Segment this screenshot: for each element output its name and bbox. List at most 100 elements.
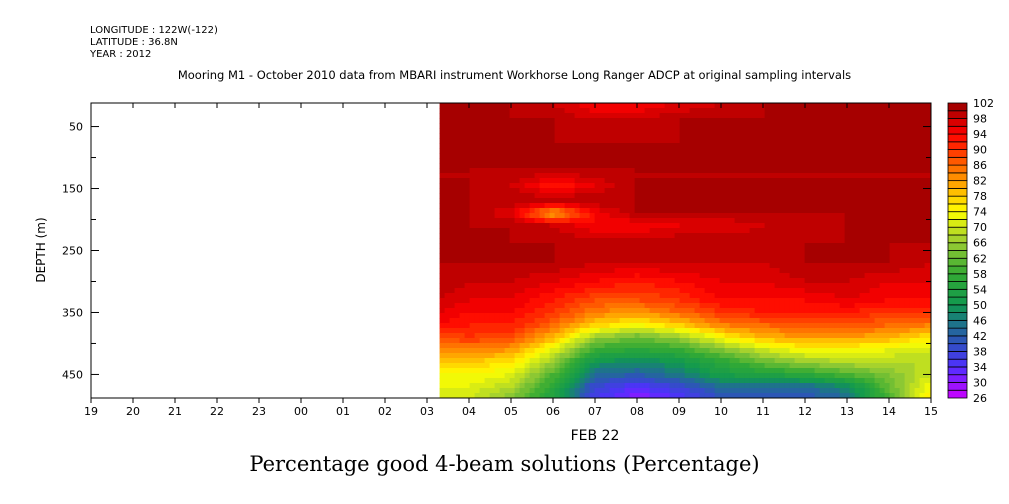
heatmap-cell xyxy=(674,118,681,124)
heatmap-cell xyxy=(609,203,616,209)
heatmap-cell xyxy=(839,183,846,189)
heatmap-cell xyxy=(479,158,486,164)
heatmap-cell xyxy=(839,318,846,324)
heatmap-cell xyxy=(774,233,781,239)
heatmap-cell xyxy=(714,138,721,144)
heatmap-cell xyxy=(879,178,886,184)
heatmap-cell xyxy=(709,348,716,354)
heatmap-cell xyxy=(514,293,521,299)
heatmap-cell xyxy=(794,288,801,294)
heatmap-cell xyxy=(879,103,886,109)
heatmap-cell xyxy=(574,223,581,229)
heatmap-cell xyxy=(464,283,471,289)
heatmap-cell xyxy=(784,153,791,159)
heatmap-cell xyxy=(464,168,471,174)
heatmap-cell xyxy=(514,303,521,309)
heatmap-cell xyxy=(774,203,781,209)
heatmap-cell xyxy=(824,198,831,204)
heatmap-cell xyxy=(734,138,741,144)
heatmap-cell xyxy=(619,303,626,309)
heatmap-cell xyxy=(509,323,516,329)
heatmap-cell xyxy=(789,243,796,249)
heatmap-cell xyxy=(459,353,466,359)
heatmap-cell xyxy=(604,318,611,324)
heatmap-cell xyxy=(804,138,811,144)
heatmap-cell xyxy=(574,148,581,154)
heatmap-cell xyxy=(864,268,871,274)
heatmap-cell xyxy=(609,248,616,254)
heatmap-cell xyxy=(764,223,771,229)
heatmap-cell xyxy=(749,213,756,219)
heatmap-cell xyxy=(464,273,471,279)
heatmap-cell xyxy=(499,133,506,139)
heatmap-cell xyxy=(729,158,736,164)
heatmap-cell xyxy=(609,213,616,219)
heatmap-cell xyxy=(499,203,506,209)
heatmap-cell xyxy=(499,323,506,329)
heatmap-cell xyxy=(469,133,476,139)
heatmap-cell xyxy=(714,118,721,124)
heatmap-cell xyxy=(919,348,926,354)
heatmap-cell xyxy=(594,148,601,154)
heatmap-cell xyxy=(479,148,486,154)
heatmap-cell xyxy=(599,163,606,169)
heatmap-cell xyxy=(549,278,556,284)
heatmap-cell xyxy=(889,248,896,254)
heatmap-cell xyxy=(604,253,611,259)
heatmap-cell xyxy=(689,348,696,354)
heatmap-cell xyxy=(869,208,876,214)
heatmap-cell xyxy=(789,153,796,159)
heatmap-cell xyxy=(444,328,451,334)
heatmap-cell xyxy=(734,248,741,254)
heatmap-cell xyxy=(539,253,546,259)
heatmap-cell xyxy=(569,118,576,124)
heatmap-cell xyxy=(589,103,596,109)
heatmap-cell xyxy=(674,138,681,144)
heatmap-cell xyxy=(919,203,926,209)
heatmap-cell xyxy=(569,168,576,174)
heatmap-cell xyxy=(539,198,546,204)
heatmap-cell xyxy=(644,253,651,259)
heatmap-cell xyxy=(829,273,836,279)
heatmap-cell xyxy=(584,113,591,119)
heatmap-cell xyxy=(914,193,921,199)
heatmap-cell xyxy=(439,143,446,149)
heatmap-cell xyxy=(854,148,861,154)
heatmap-cell xyxy=(459,238,466,244)
heatmap-cell xyxy=(509,158,516,164)
heatmap-cell xyxy=(459,263,466,269)
heatmap-cell xyxy=(499,208,506,214)
heatmap-cell xyxy=(544,108,551,114)
heatmap-cell xyxy=(854,113,861,119)
heatmap-cell xyxy=(709,163,716,169)
heatmap-cell xyxy=(849,313,856,319)
heatmap-cell xyxy=(599,138,606,144)
heatmap-cell xyxy=(754,273,761,279)
heatmap-cell xyxy=(909,323,916,329)
heatmap-cell xyxy=(489,148,496,154)
heatmap-cell xyxy=(759,233,766,239)
heatmap-cell xyxy=(469,248,476,254)
heatmap-cell xyxy=(519,213,526,219)
heatmap-cell xyxy=(884,178,891,184)
heatmap-cell xyxy=(754,198,761,204)
heatmap-cell xyxy=(629,163,636,169)
heatmap-cell xyxy=(879,183,886,189)
heatmap-cell xyxy=(739,148,746,154)
heatmap-cell xyxy=(864,198,871,204)
heatmap-cell xyxy=(439,318,446,324)
heatmap-cell xyxy=(749,168,756,174)
heatmap-cell xyxy=(584,288,591,294)
heatmap-cell xyxy=(774,153,781,159)
heatmap-cell xyxy=(474,258,481,264)
heatmap-cell xyxy=(624,323,631,329)
heatmap-cell xyxy=(809,128,816,134)
heatmap-cell xyxy=(734,173,741,179)
heatmap-cell xyxy=(834,223,841,229)
heatmap-cell xyxy=(564,118,571,124)
heatmap-cell xyxy=(699,158,706,164)
heatmap-cell xyxy=(449,128,456,134)
longitude-label: LONGITUDE : 122W(-122) xyxy=(90,25,218,36)
heatmap-cell xyxy=(679,293,686,299)
heatmap-cell xyxy=(659,208,666,214)
